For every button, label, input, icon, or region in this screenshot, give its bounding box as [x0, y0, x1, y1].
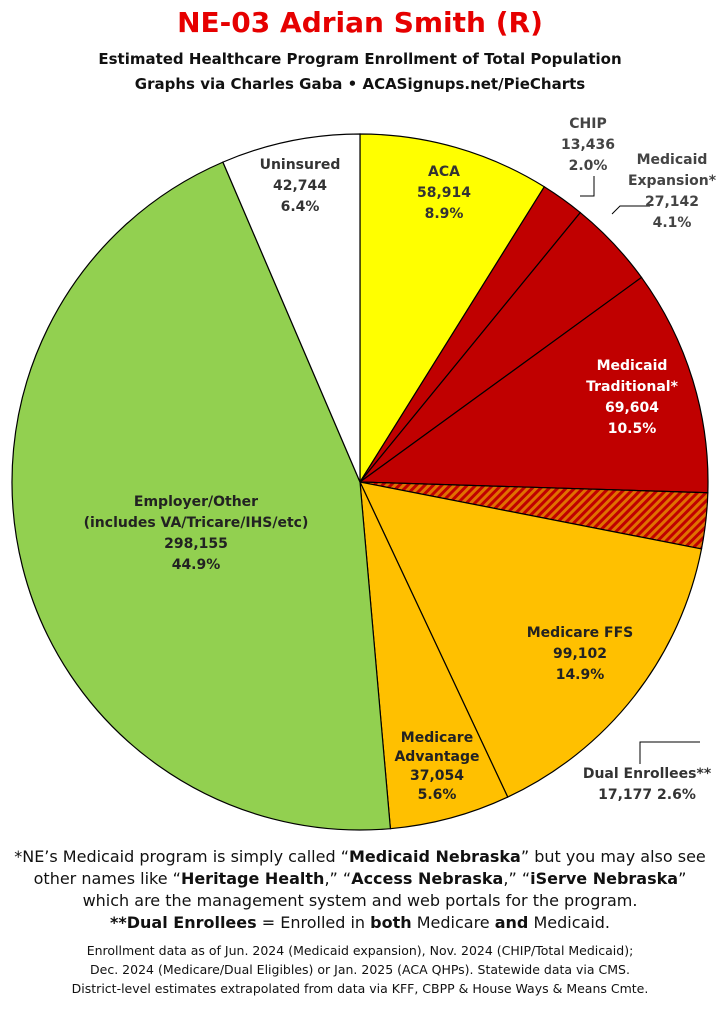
leader-line [640, 742, 700, 764]
data-label: Dual Enrollees** 17,177 2.6% [583, 766, 712, 803]
footnote-dual: **Dual Enrollees = Enrolled in both Medi… [0, 912, 720, 934]
pie-chart: ACA 58,914 8.9%CHIP 13,436 2.0% Medicaid Expan… [0, 0, 720, 840]
data-label: Medicaid Expansion* 27,142 4.1% [628, 152, 717, 231]
source-note: Enrollment data as of Jun. 2024 (Medicai… [0, 941, 720, 998]
data-label: CHIP 13,436 2.0% [561, 116, 615, 174]
leader-line [580, 176, 594, 196]
footnote-medicaid: *NE’s Medicaid program is simply called … [0, 846, 720, 934]
